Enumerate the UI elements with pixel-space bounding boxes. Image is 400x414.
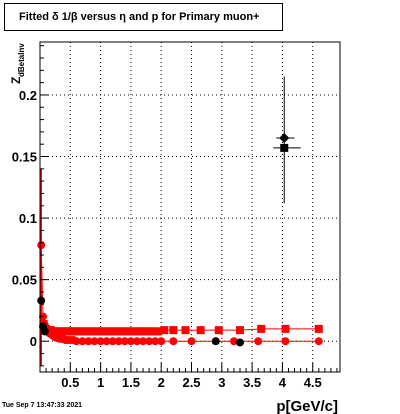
data-point-square: [257, 324, 266, 333]
data-point-circle: [314, 337, 323, 346]
y-tick-label: 0.05: [12, 273, 37, 288]
y-tick-label: 0.15: [12, 150, 37, 165]
x-tick-label: 3: [218, 375, 225, 390]
data-point-circle: [187, 337, 196, 346]
data-point-square: [154, 327, 163, 336]
x-tick-label: 3.5: [243, 375, 261, 390]
x-tick-label: 0.5: [61, 375, 79, 390]
data-point-circle: [139, 337, 148, 346]
data-point-square: [236, 326, 244, 335]
x-tick-label: 4: [279, 375, 287, 390]
data-point-circle: [96, 337, 105, 346]
data-point-circle: [281, 337, 290, 346]
data-point-square: [281, 324, 290, 333]
x-tick-label: 4.5: [304, 375, 322, 390]
plot-frame: [39, 41, 341, 373]
x-tick-label: 2: [158, 375, 165, 390]
data-point-circle: [114, 337, 123, 346]
data-point-circle: [126, 337, 135, 346]
data-point-square: [214, 326, 223, 335]
data-point-circle: [157, 337, 166, 346]
data-point-square: [314, 324, 323, 333]
x-axis-label: p[GeV/c]: [276, 398, 338, 414]
data-point-square: [181, 326, 190, 335]
y-tick-label: 0.2: [19, 88, 37, 103]
chart-title: Fitted δ 1/β versus η and p for Primary …: [4, 3, 283, 31]
data-point-circle: [151, 337, 160, 346]
axes: 0.5 1 1.5 2 2.5 3 3.5 4 4.5 0 0.05 0.1 0.15 0.2: [12, 45, 338, 390]
data-point-circle: [211, 337, 220, 346]
data-point-circle: [78, 337, 87, 346]
data-point-circle: [37, 296, 46, 305]
x-tick-label: 2.5: [182, 375, 200, 390]
data-point-square: [196, 326, 205, 335]
data-point-circle: [254, 337, 263, 346]
series-line: [40, 245, 319, 342]
data-point-circle: [108, 337, 117, 346]
x-tick-label: 1: [97, 375, 104, 390]
data-point-circle: [90, 337, 99, 346]
data-point-square: [169, 326, 178, 335]
data-point-circle: [102, 337, 111, 346]
data-point-circle: [229, 337, 238, 346]
data-series: [37, 76, 323, 366]
y-axis-label: Z: [9, 77, 23, 84]
y-axis-label-subscript: dBetaInv: [17, 43, 26, 77]
timestamp: Tue Sep 7 13:47:33 2021: [2, 402, 83, 409]
data-point-circle: [145, 337, 154, 346]
x-tick-label: 1.5: [122, 375, 140, 390]
data-point-circle: [169, 337, 178, 346]
y-tick-label: 0: [30, 334, 37, 349]
grid-lines: [40, 42, 340, 372]
data-point-circle: [84, 337, 93, 346]
data-point-circle: [236, 338, 244, 347]
data-point-diamond: [279, 133, 290, 144]
data-point-circle: [72, 337, 81, 346]
data-point-circle: [120, 337, 129, 346]
data-point-square: [160, 326, 169, 335]
data-point-square: [280, 143, 289, 152]
y-tick-label: 0.1: [19, 211, 37, 226]
data-point-circle: [132, 337, 141, 346]
